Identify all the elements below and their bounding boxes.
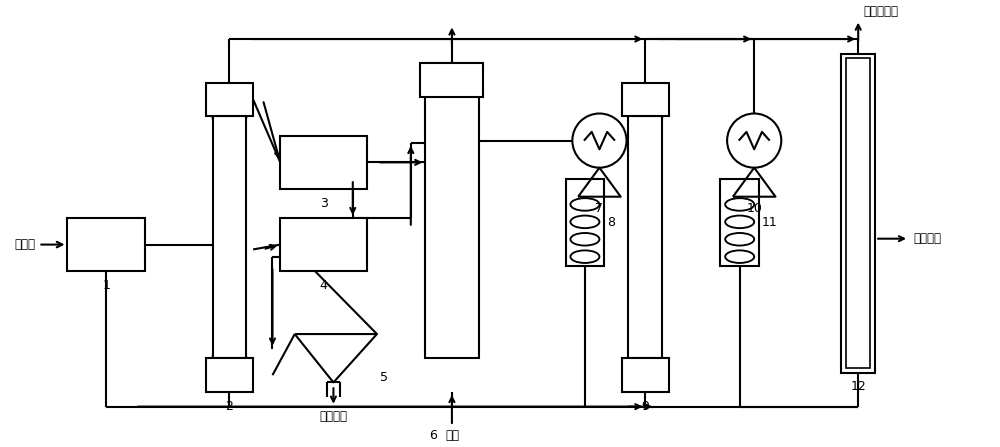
FancyBboxPatch shape xyxy=(846,59,870,368)
FancyBboxPatch shape xyxy=(720,179,759,266)
Text: 粗沼气: 粗沼气 xyxy=(14,238,35,251)
Ellipse shape xyxy=(570,215,599,228)
FancyBboxPatch shape xyxy=(420,63,483,97)
FancyBboxPatch shape xyxy=(280,136,367,189)
Text: 12: 12 xyxy=(850,380,866,393)
FancyBboxPatch shape xyxy=(67,218,145,271)
Ellipse shape xyxy=(570,198,599,211)
Text: 3: 3 xyxy=(320,197,328,210)
Text: 5: 5 xyxy=(380,371,388,384)
Text: 2: 2 xyxy=(226,400,233,413)
Ellipse shape xyxy=(725,198,754,211)
FancyBboxPatch shape xyxy=(213,116,246,358)
FancyBboxPatch shape xyxy=(280,218,367,271)
FancyBboxPatch shape xyxy=(566,179,604,266)
FancyBboxPatch shape xyxy=(841,54,875,373)
Text: 生物天然气: 生物天然气 xyxy=(863,5,898,18)
FancyBboxPatch shape xyxy=(206,358,253,392)
FancyBboxPatch shape xyxy=(206,83,253,116)
Text: 6: 6 xyxy=(430,429,437,442)
Ellipse shape xyxy=(570,250,599,263)
Ellipse shape xyxy=(725,250,754,263)
Text: 9: 9 xyxy=(641,400,649,413)
Text: 二氧化碳: 二氧化碳 xyxy=(914,232,942,245)
Text: 10: 10 xyxy=(746,202,762,215)
Ellipse shape xyxy=(570,233,599,245)
FancyBboxPatch shape xyxy=(622,83,669,116)
FancyBboxPatch shape xyxy=(425,63,479,358)
Text: 7: 7 xyxy=(595,202,603,215)
Text: 8: 8 xyxy=(607,216,615,229)
Text: 11: 11 xyxy=(762,216,778,229)
Ellipse shape xyxy=(725,215,754,228)
Text: 空气: 空气 xyxy=(445,429,459,442)
Text: 4: 4 xyxy=(320,279,328,292)
Text: 1: 1 xyxy=(102,279,110,292)
Text: 生物硫磺: 生物硫磺 xyxy=(319,409,347,422)
FancyBboxPatch shape xyxy=(622,358,669,392)
Ellipse shape xyxy=(725,233,754,245)
FancyBboxPatch shape xyxy=(628,116,662,358)
